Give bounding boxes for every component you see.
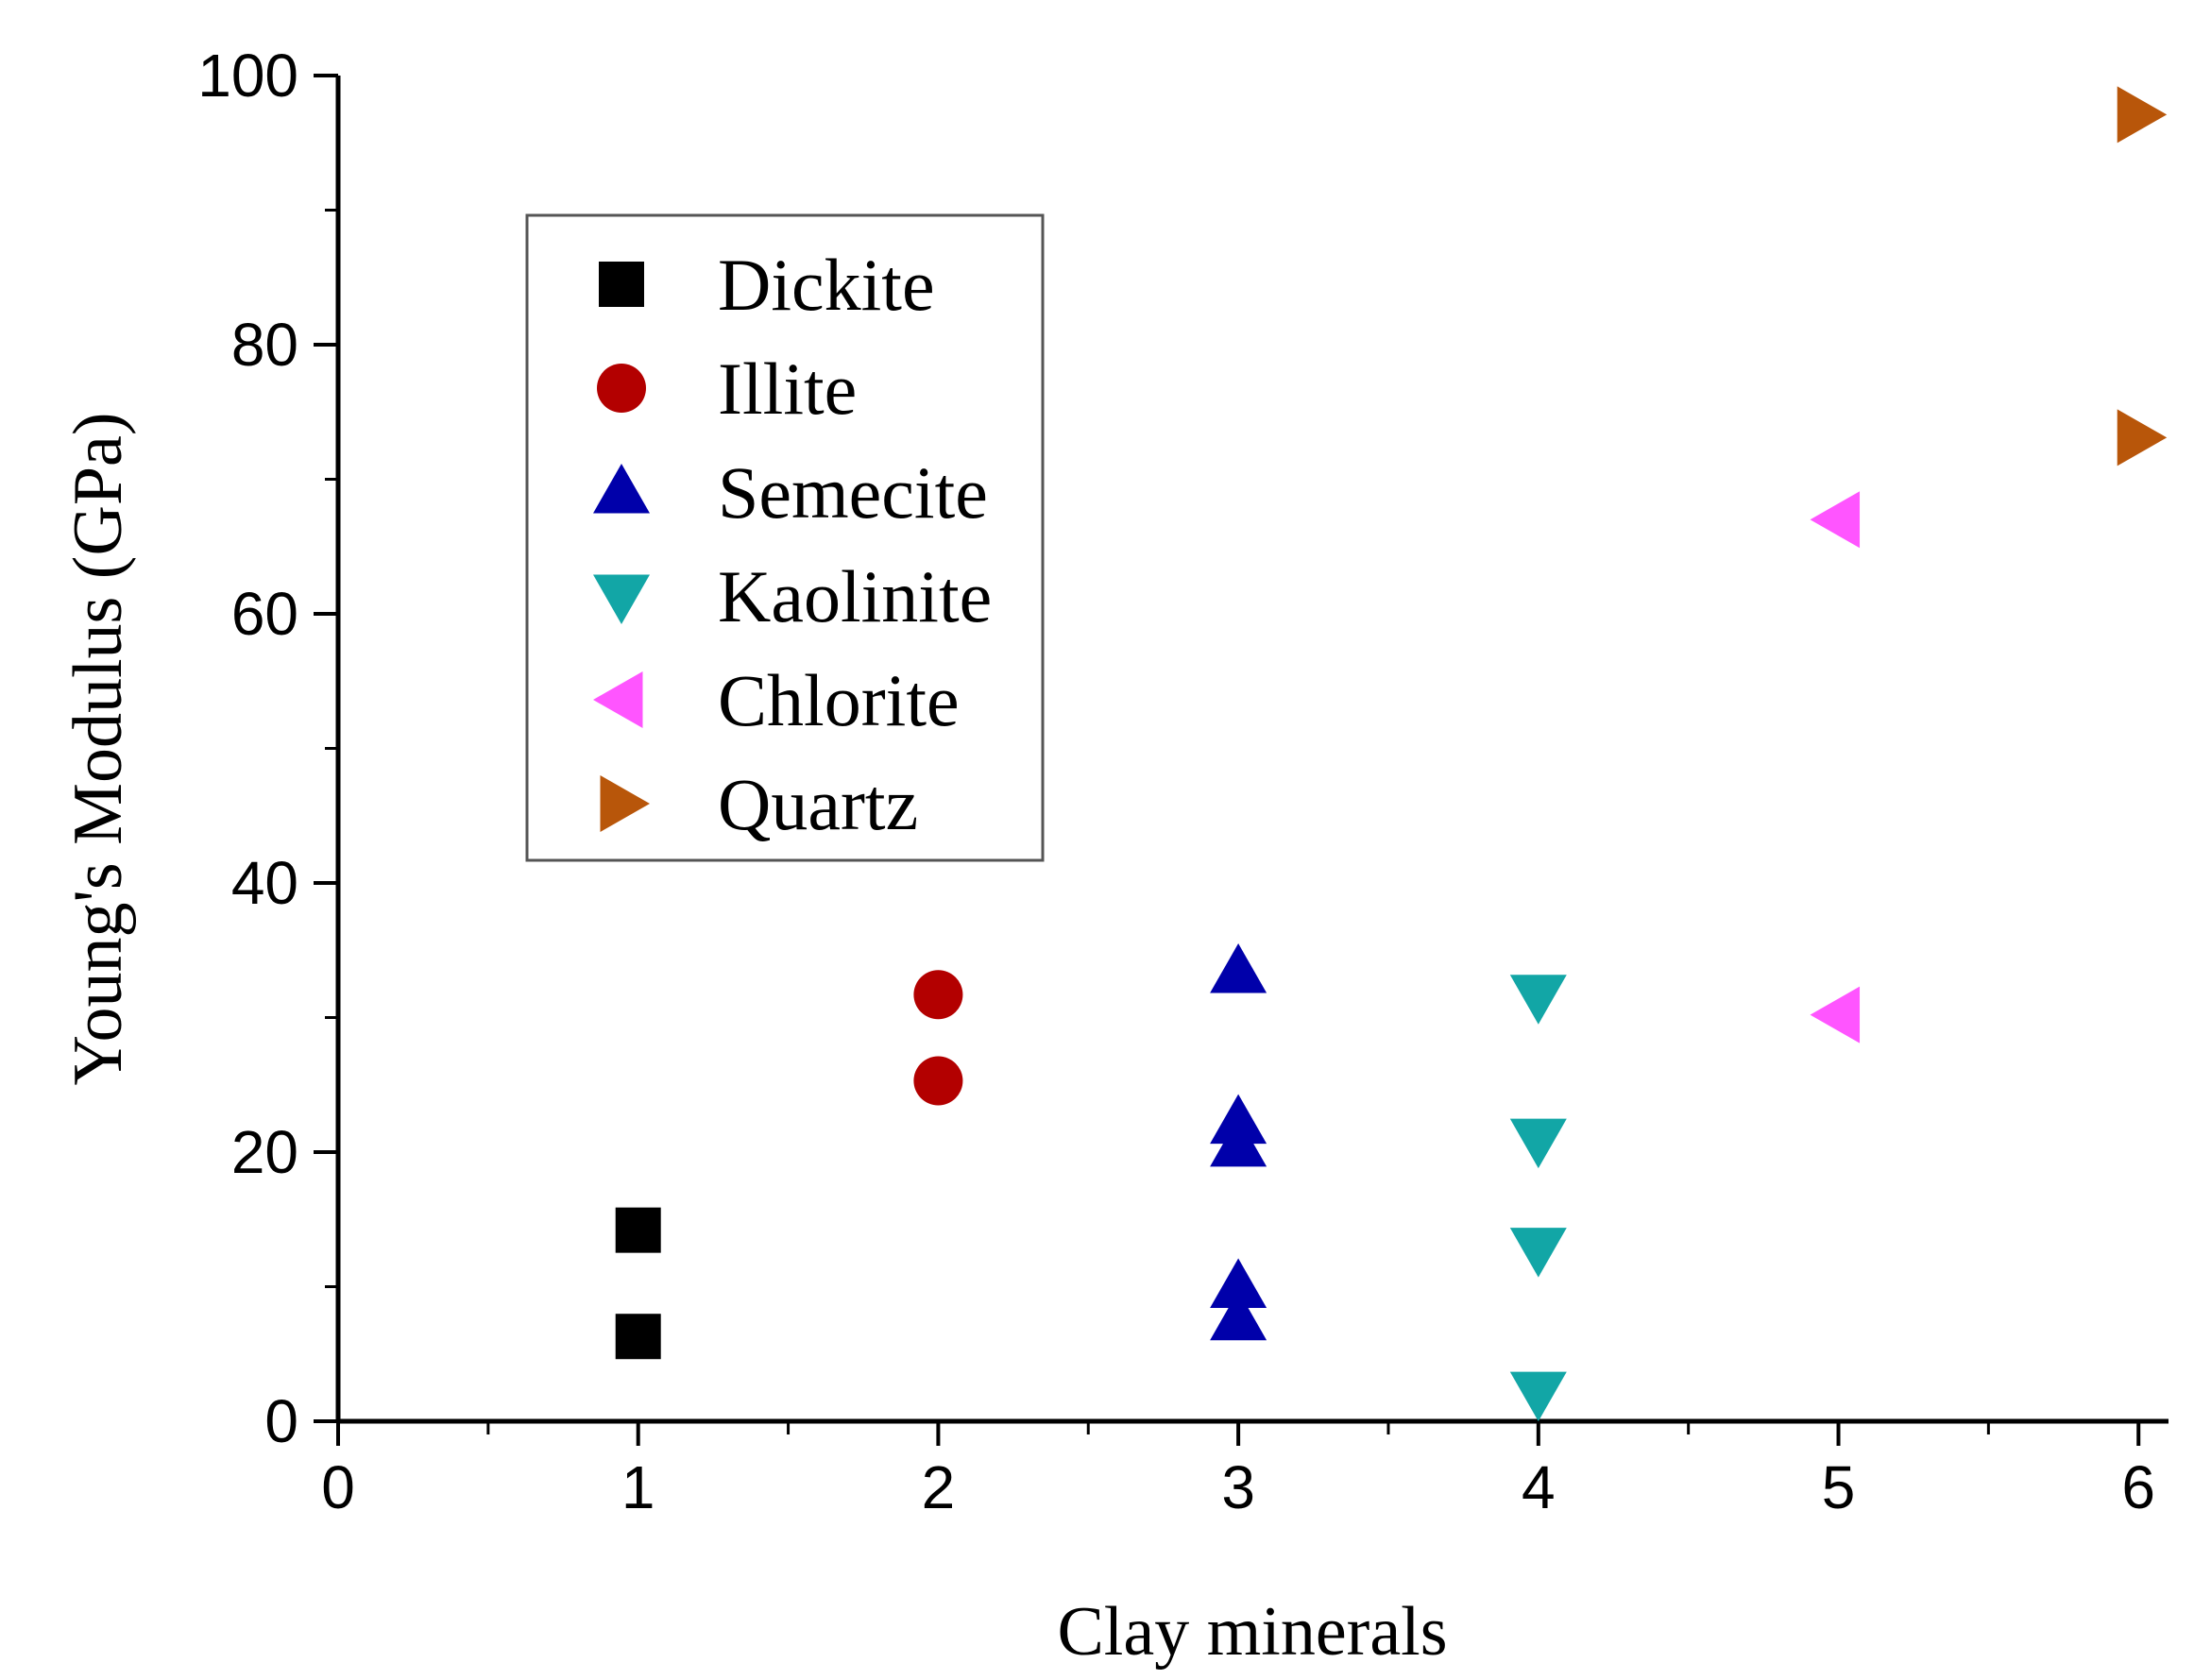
chlorite-point [1810, 491, 1861, 549]
y-tick-label: 20 [231, 1118, 298, 1186]
legend-marker-chlorite [593, 671, 643, 728]
illite-point [913, 970, 963, 1020]
y-tick-label: 40 [231, 849, 298, 917]
kaolinite-point [1509, 975, 1567, 1025]
legend-label-quartz: Quartz [718, 763, 918, 845]
x-tick-label: 2 [922, 1453, 956, 1521]
chlorite-point [1810, 986, 1861, 1044]
x-axis-title: Clay minerals [1057, 1593, 1447, 1671]
quartz-point [2117, 409, 2168, 467]
legend-marker-illite [597, 364, 646, 413]
y-axis-title: Young's Modulus (GPa) [60, 412, 137, 1085]
legend-label-semecite: Semecite [718, 451, 988, 534]
y-tick-label: 60 [231, 580, 298, 648]
x-tick-label: 4 [1522, 1453, 1556, 1521]
y-tick-label: 100 [197, 42, 298, 110]
kaolinite-point [1509, 1371, 1567, 1422]
dickite-point [615, 1207, 661, 1253]
illite-point [913, 1056, 963, 1106]
legend-label-dickite: Dickite [718, 244, 935, 326]
semecite-point [1210, 1116, 1267, 1167]
legend-marker-semecite [593, 464, 650, 514]
legend-label-kaolinite: Kaolinite [718, 555, 992, 637]
legend-marker-kaolinite [593, 574, 650, 624]
legend-label-chlorite: Chlorite [718, 659, 960, 741]
dickite-point [615, 1314, 661, 1360]
ticks [314, 74, 2141, 1446]
legend-marker-dickite [599, 262, 644, 307]
semecite-point [1210, 943, 1267, 993]
y-tick-label: 0 [264, 1387, 298, 1455]
data-points [615, 86, 2168, 1422]
kaolinite-point [1509, 1228, 1567, 1278]
legend-box [525, 213, 1045, 862]
x-tick-label: 0 [321, 1453, 355, 1521]
kaolinite-point [1509, 1118, 1567, 1169]
quartz-point [2117, 86, 2168, 144]
y-tick-label: 80 [231, 311, 298, 379]
semecite-point [1210, 1258, 1267, 1308]
x-tick-label: 1 [621, 1453, 655, 1521]
legend-label-illite: Illite [718, 348, 857, 430]
legend: Dickite Illite Semecite Kaolinite Chlorite Qu… [525, 213, 1045, 862]
legend-marker-quartz [600, 775, 650, 832]
x-tick-label: 5 [1822, 1453, 1856, 1521]
semecite-point [1210, 1290, 1267, 1341]
x-tick-label: 6 [2121, 1453, 2155, 1521]
x-tick-label: 3 [1221, 1453, 1255, 1521]
